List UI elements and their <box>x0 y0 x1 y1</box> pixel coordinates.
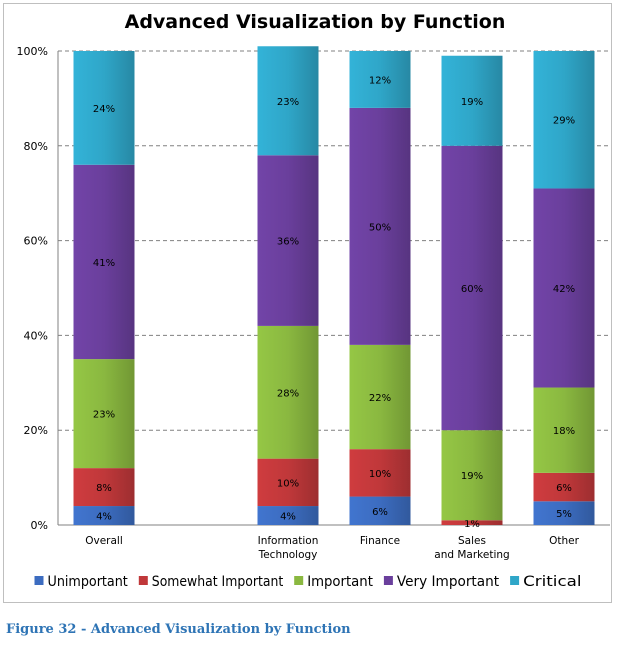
bar-segment-very-important <box>73 164 135 360</box>
bar-segment-critical <box>257 46 319 156</box>
legend-label: Critical <box>523 574 581 590</box>
data-label: 12% <box>369 75 391 86</box>
bar-segment-somewhat-important <box>441 520 503 525</box>
data-label: 60% <box>461 284 483 295</box>
legend-swatch <box>34 576 44 585</box>
y-tick-label: 80% <box>24 140 48 153</box>
data-label: 22% <box>369 393 391 404</box>
bar-segment-somewhat-important <box>533 472 595 502</box>
bar-segment-unimportant <box>349 496 411 525</box>
data-label: 6% <box>556 483 572 494</box>
figure-caption: Figure 32 - Advanced Visualization by Fu… <box>6 622 351 637</box>
y-tick-label: 60% <box>24 235 48 248</box>
y-tick-label: 0% <box>31 519 48 532</box>
data-label: 19% <box>461 97 483 108</box>
legend-swatch <box>138 576 148 585</box>
x-tick-label: Sales <box>458 535 486 547</box>
data-label: 29% <box>553 116 575 127</box>
bar-segment-important <box>73 359 135 469</box>
data-label: 8% <box>96 483 112 494</box>
legend-label: Important <box>307 574 373 590</box>
data-label: 1% <box>464 519 480 530</box>
data-label: 10% <box>277 478 299 489</box>
y-tick-label: 20% <box>24 424 48 437</box>
data-label: 42% <box>553 284 575 295</box>
data-label: 36% <box>277 237 299 248</box>
data-label: 18% <box>553 426 575 437</box>
bar-segment-very-important <box>441 145 503 431</box>
data-label: 23% <box>93 410 115 421</box>
y-tick-label: 40% <box>24 329 48 342</box>
bar-segment-very-important <box>257 155 319 326</box>
data-label: 5% <box>556 509 572 520</box>
bar-segment-unimportant <box>73 506 135 525</box>
x-tick-label: Information <box>258 535 319 547</box>
bar-segment-somewhat-important <box>349 449 411 497</box>
x-tick-label: Overall <box>85 535 123 547</box>
x-tick-label: Technology <box>258 549 318 561</box>
bar-segment-somewhat-important <box>257 458 319 507</box>
bar-segment-critical <box>441 55 503 146</box>
x-tick-label: Finance <box>360 535 400 547</box>
bar-segment-important <box>349 344 411 450</box>
bar-segment-somewhat-important <box>73 468 135 507</box>
data-label: 10% <box>369 469 391 480</box>
stacked-bar-chart: Advanced Visualization by Function 0% 20% 4… <box>17 11 610 590</box>
data-label: 6% <box>372 507 388 518</box>
data-label: 19% <box>461 471 483 482</box>
x-tick-label: Other <box>549 535 579 547</box>
legend-swatch <box>294 576 304 585</box>
x-tick-label: and Marketing <box>434 549 509 561</box>
bar-segment-important <box>441 430 503 521</box>
bar-segment-critical <box>533 51 595 189</box>
legend-label: Very Important <box>397 574 500 590</box>
data-label: 50% <box>369 222 391 233</box>
bar-segment-very-important <box>349 107 411 345</box>
chart-frame: Advanced Visualization by Function 0% 20% 4… <box>3 3 612 603</box>
legend-label: Unimportant <box>48 574 129 590</box>
legend-swatch <box>510 576 520 585</box>
bar-segment-critical <box>349 51 411 108</box>
bar-segment-critical <box>73 51 135 165</box>
legend-label: Somewhat Important <box>152 574 284 590</box>
data-label: 41% <box>93 258 115 269</box>
data-label: 23% <box>277 97 299 108</box>
data-label: 24% <box>93 104 115 115</box>
legend-swatch <box>383 576 393 585</box>
bar-segment-important <box>533 387 595 473</box>
data-label: 4% <box>280 512 296 523</box>
bar-segment-unimportant <box>257 506 319 525</box>
data-label: 4% <box>96 512 112 523</box>
bar-segment-important <box>257 325 319 459</box>
bar-segment-very-important <box>533 188 595 388</box>
chart-title: Advanced Visualization by Function <box>125 11 506 33</box>
y-tick-label: 100% <box>17 45 48 58</box>
data-label: 28% <box>277 388 299 399</box>
bar-segment-unimportant <box>533 501 595 525</box>
